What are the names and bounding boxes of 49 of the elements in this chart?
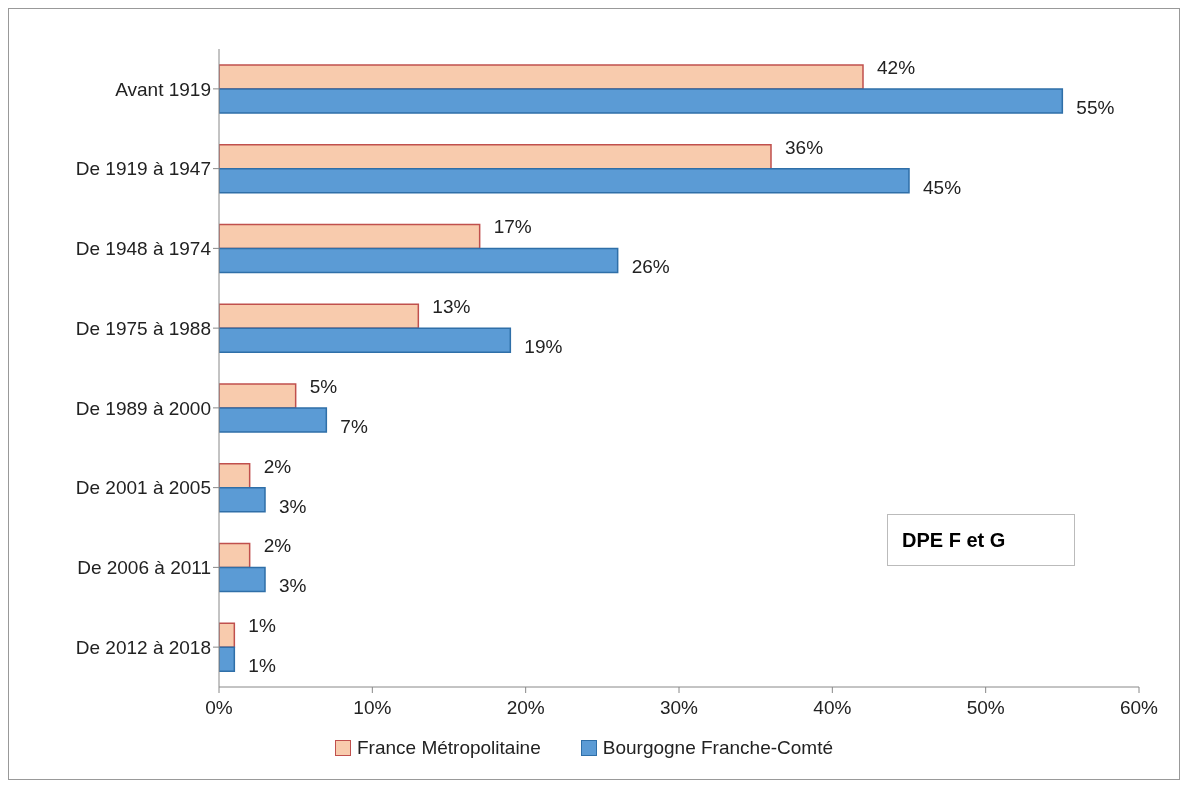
bar	[219, 167, 910, 194]
data-label: 36%	[785, 136, 824, 158]
bar	[219, 462, 251, 489]
x-tick-label: 30%	[659, 697, 699, 719]
data-label: 17%	[493, 216, 532, 238]
data-label: 7%	[340, 415, 368, 437]
x-tick-label: 10%	[353, 697, 392, 719]
data-label: 13%	[432, 296, 471, 318]
x-tick-label: 0%	[205, 697, 233, 719]
bar	[219, 223, 481, 250]
bar	[219, 566, 266, 593]
data-label: 1%	[248, 655, 276, 677]
bar	[219, 88, 1064, 114]
y-tick-label: De 1989 à 2000	[75, 397, 211, 419]
data-label: 2%	[263, 455, 292, 477]
y-tick-label: De 1919 à 1947	[75, 158, 211, 180]
bar	[219, 407, 328, 433]
data-label: 26%	[631, 256, 670, 278]
bar	[219, 646, 236, 672]
y-tick-label: De 2006 à 2011	[77, 557, 211, 579]
bar	[219, 542, 251, 569]
data-label: 42%	[877, 56, 916, 78]
x-tick-label: 40%	[813, 697, 852, 719]
data-label: 3%	[279, 495, 307, 517]
data-label: 1%	[248, 615, 276, 637]
data-label: 45%	[923, 176, 962, 198]
legend-label: Bourgogne Franche-Comté	[601, 737, 833, 759]
legend-label: France Métropolitaine	[356, 737, 541, 759]
x-tick-label: 20%	[506, 697, 545, 719]
y-tick-label: De 2001 à 2005	[75, 477, 211, 499]
note-box: DPE F et G	[887, 514, 1075, 566]
bar	[219, 247, 619, 274]
bar	[219, 486, 266, 513]
y-tick-label: De 1975 à 1988	[75, 317, 211, 339]
bar	[219, 383, 297, 409]
bar	[219, 327, 512, 353]
data-label: 3%	[279, 575, 307, 597]
y-tick-label: De 2012 à 2018	[75, 636, 211, 658]
y-tick-label: Avant 1919	[115, 78, 211, 100]
data-label: 55%	[1076, 96, 1115, 118]
x-tick-label: 50%	[966, 697, 1005, 719]
x-tick-label: 60%	[1119, 697, 1159, 719]
data-label: 5%	[309, 375, 338, 397]
bar	[219, 64, 864, 90]
bar	[219, 303, 420, 329]
data-label: 19%	[524, 336, 563, 358]
data-label: 2%	[263, 535, 292, 557]
bar	[219, 143, 772, 170]
y-tick-label: De 1948 à 1974	[75, 238, 212, 260]
